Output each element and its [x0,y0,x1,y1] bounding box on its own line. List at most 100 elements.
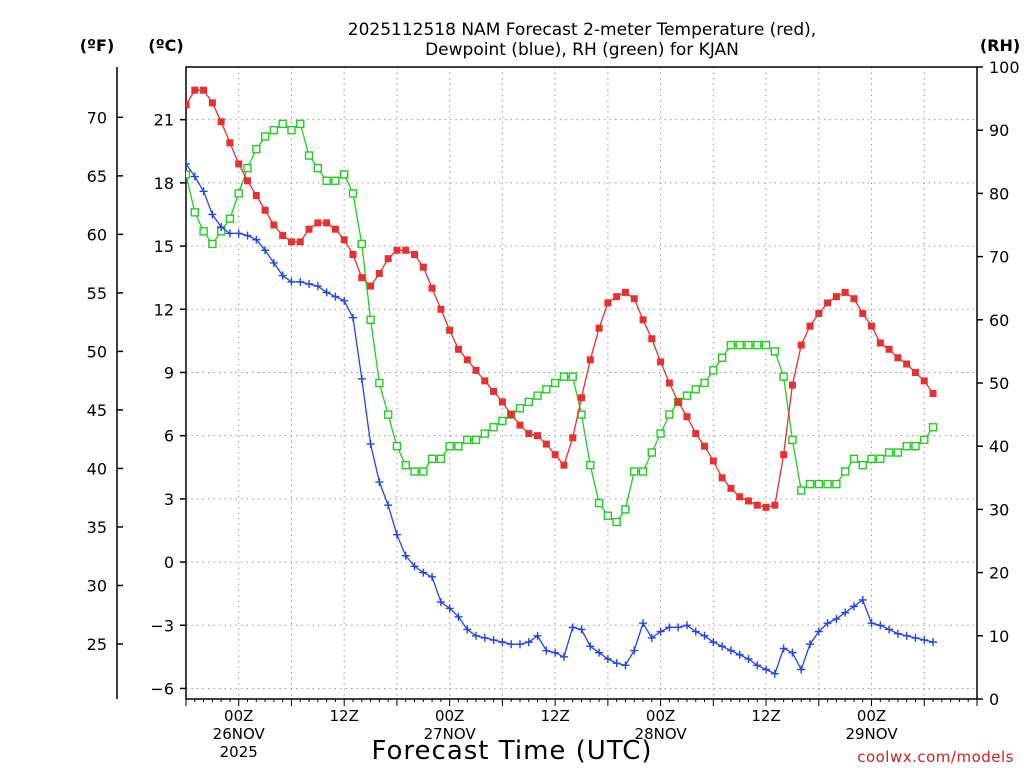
x-tick-label: 00Z [224,707,253,725]
x-tick-label: 12Z [540,707,569,725]
dewpoint-point [208,210,217,219]
rh-point [199,227,208,236]
dewpoint-point [630,646,639,655]
temperature-point [578,394,585,402]
dewpoint-point [779,644,788,653]
temperature-point [586,356,594,364]
rh-point [586,460,595,470]
rh-point [726,340,736,350]
temperature-point [419,263,427,271]
temperature-point [279,232,287,240]
x-tick-label: 12Z [330,707,359,725]
rh-point [814,479,823,489]
dewpoint-point [199,187,208,196]
rh-tick-label: 30 [989,500,1009,519]
dewpoint-point [603,654,612,663]
temperature-point [191,86,199,94]
fahrenheit-tick-label: 55 [87,284,107,303]
rh-point [410,467,419,476]
temperature-point [639,316,647,324]
dewpoint-point [656,627,665,636]
temperature-point [367,282,375,290]
temperature-point [806,322,814,330]
dewpoint-point [674,623,683,632]
rh-point [928,423,938,432]
rh-point [252,144,261,154]
rh-tick-label: 10 [989,627,1009,646]
celsius-tick-label: 9 [164,363,174,382]
dewpoint-point [709,638,718,647]
fahrenheit-unit-label: (ºF) [80,36,115,55]
rh-point [419,467,428,476]
dewpoint-point [190,172,199,181]
x-tick-label: 26NOV [213,725,266,743]
temperature-point [850,295,858,303]
temperature-point [305,225,313,233]
dewpoint-point [401,551,410,560]
temperature-point [736,493,744,501]
temperature-point [244,177,252,185]
dewpoint-point [612,659,621,668]
temperature-point [657,358,665,366]
dewpoint-point [726,646,735,655]
x-tick-label: 00Z [857,707,886,725]
dewpoint-point [419,568,428,577]
dewpoint-point [586,642,595,651]
temperature-point [621,288,629,296]
dewpoint-point [542,646,551,655]
rh-point [744,340,753,350]
dewpoint-point [849,602,858,611]
rh-point [823,479,832,489]
series-line [186,89,934,508]
temperature-point [226,139,234,147]
rh-point [313,163,323,173]
temperature-point [402,246,410,254]
gridlines [186,67,977,699]
dewpoint-point [867,619,876,628]
temperature-point [186,101,190,109]
dewpoint-point [489,636,498,645]
rh-point [480,429,490,438]
dewpoint-point [366,440,375,449]
dewpoint-point [823,619,832,628]
temperature-point [683,413,691,421]
temperature-point [472,366,480,374]
celsius-tick-label: −3 [150,616,174,635]
temperature-point [613,293,621,301]
dewpoint-point [814,627,823,636]
rh-point [243,163,252,173]
rh-point [436,454,446,464]
dewpoint-point [665,623,674,632]
rh-point [630,467,639,476]
temperature-point [428,284,436,292]
temperature-point [859,309,867,317]
rh-tick-label: 0 [989,690,999,709]
temperature-point [287,238,295,246]
rh-point [445,442,454,451]
temperature-point [516,421,524,429]
rh-unit-label: (RH) [980,36,1020,55]
dewpoint-point [893,629,902,638]
dewpoint-point [340,296,349,305]
rh-point [849,454,859,464]
fahrenheit-tick-label: 30 [87,576,107,595]
rh-point [454,442,463,451]
rh-point [656,429,665,438]
rh-point [331,176,340,185]
temperature-point [920,377,928,385]
temperature-point [815,309,823,317]
rh-tick-label: 40 [989,437,1009,456]
credit-text: coolwx.com/models [857,748,1014,766]
fahrenheit-tick-label: 25 [87,635,107,654]
rh-point [375,378,384,388]
rh-point [463,435,472,445]
x-tick-label: 12Z [751,707,780,725]
temperature-point [929,390,937,398]
rh-point [304,151,314,160]
dewpoint-point [480,633,489,642]
rh-tick-label: 20 [989,564,1009,583]
rh-point [260,132,270,141]
temperature-point [894,354,902,362]
rh-point [340,170,349,179]
temperature-point [454,345,462,353]
